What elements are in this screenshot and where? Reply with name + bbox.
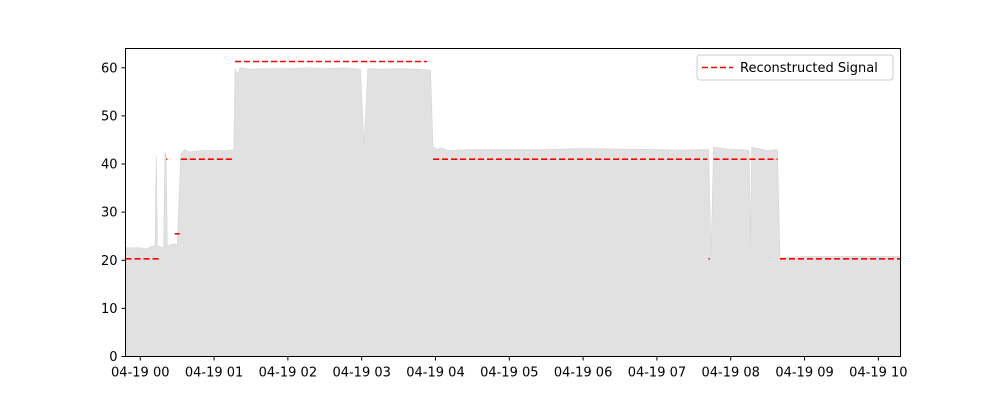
plot-frame: [125, 48, 901, 357]
x-tick-label: 04-19 09: [775, 366, 833, 381]
x-tick-label: 04-19 03: [332, 366, 390, 381]
area-series: [125, 67, 901, 357]
legend: Reconstructed Signal: [696, 54, 894, 81]
line-layer: [125, 60, 901, 260]
y-tick-label: 60: [101, 61, 118, 76]
legend-box: [696, 54, 894, 81]
x-axis: 04-19 00 04-19 01 04-19 02 04-19 03 04-19 04…: [111, 356, 908, 381]
y-axis: 0 10 20 30 40 50 60: [101, 61, 126, 365]
y-tick-label: 20: [101, 254, 118, 269]
y-tick-label: 0: [109, 350, 117, 365]
y-tick-label: 50: [101, 109, 118, 124]
y-tick-label: 10: [101, 302, 118, 317]
legend-label: Reconstructed Signal: [740, 61, 878, 76]
x-tick-label: 04-19 07: [628, 366, 686, 381]
x-tick-label: 04-19 06: [554, 366, 612, 381]
area-layer: [125, 67, 901, 357]
x-tick-label: 04-19 04: [406, 366, 464, 381]
x-tick-label: 04-19 08: [702, 366, 760, 381]
x-tick-label: 04-19 00: [111, 366, 169, 381]
y-tick-label: 40: [101, 158, 118, 173]
y-tick-label: 30: [101, 206, 118, 221]
x-tick-label: 04-19 01: [185, 366, 243, 381]
x-tick-label: 04-19 10: [849, 366, 907, 381]
x-tick-label: 04-19 05: [480, 366, 538, 381]
x-tick-label: 04-19 02: [259, 366, 317, 381]
